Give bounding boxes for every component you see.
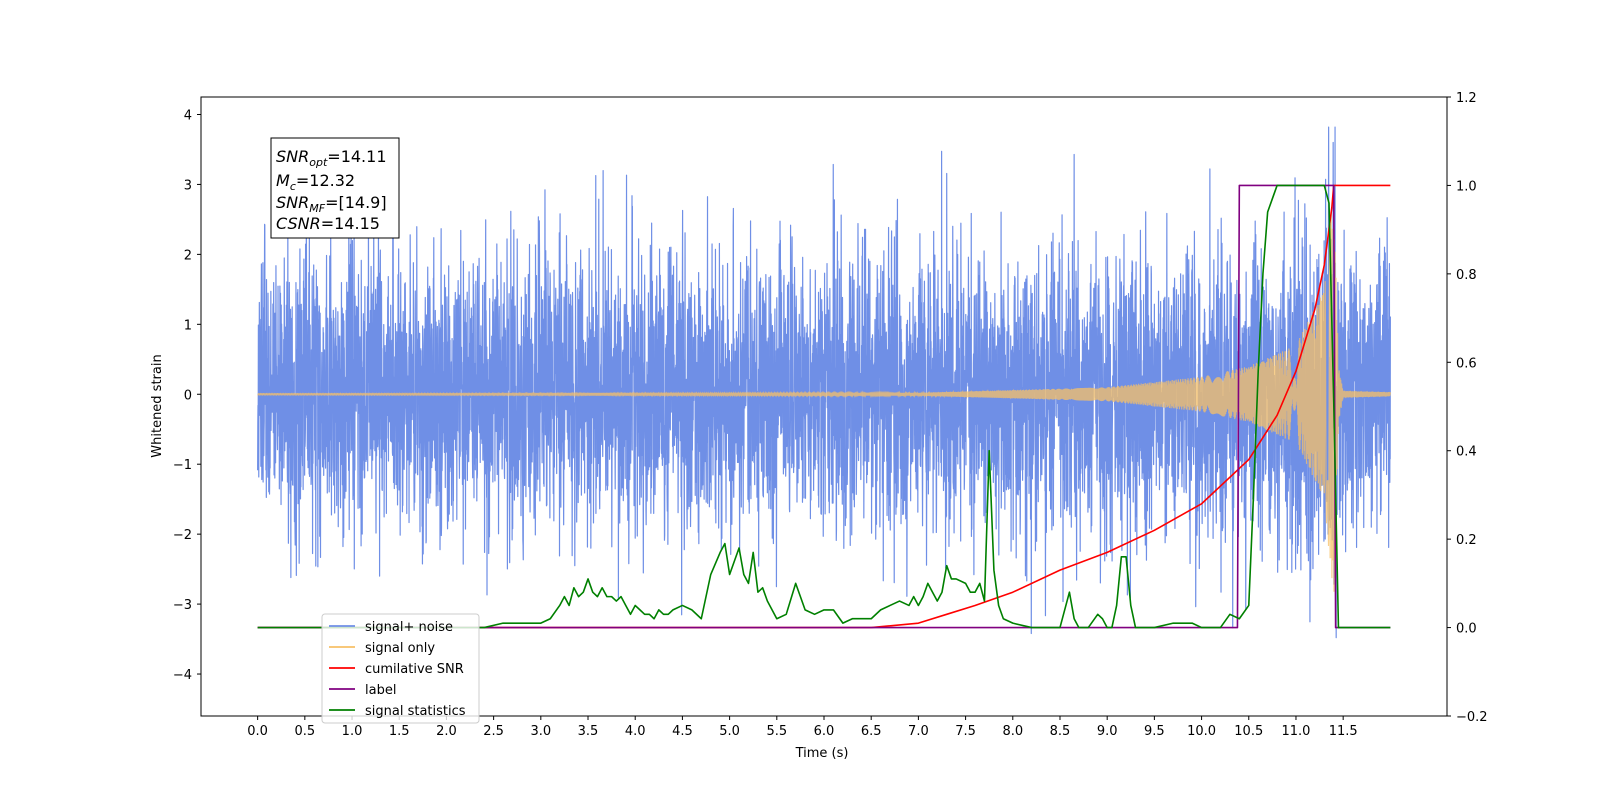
- noise-line: [257, 126, 1391, 639]
- legend-frame: [321, 613, 480, 724]
- x-tick-label: 3.5: [578, 724, 599, 739]
- legend-items: signal+ noise signal only cumilative SNR la…: [329, 620, 466, 719]
- x-tick-label: 6.0: [814, 724, 835, 739]
- x-tick-label: 6.5: [861, 724, 882, 739]
- x-tick-label: 10.5: [1234, 724, 1263, 739]
- y-axis-right: −0.2 0.0 0.2 0.4 0.6 0.8 1.0 1.2: [1447, 91, 1488, 725]
- series-line: [257, 184, 1391, 629]
- y-tick-label: 2: [184, 248, 192, 263]
- legend-label: cumilative SNR: [365, 662, 464, 677]
- chirp-line: [257, 212, 1391, 592]
- series-signal-noise: [257, 126, 1391, 639]
- y-tick-label: −4: [173, 668, 192, 683]
- y2-tick-label: −0.2: [1456, 710, 1488, 725]
- x-tick-label: 1.5: [389, 724, 410, 739]
- x-axis: 0.0 0.5 1.0 1.5 2.0 2.5 3.0 3.5 4.0 4.5 5.0 5.5 6.0 6…: [247, 716, 1358, 739]
- y2-tick-label: 0.6: [1456, 356, 1477, 371]
- y2-tick-label: 1.2: [1456, 91, 1477, 106]
- legend-label: signal statistics: [365, 704, 466, 719]
- info-snr-mf: SNRMF=[14.9]: [276, 193, 387, 215]
- y-tick-label: −2: [173, 528, 192, 543]
- x-tick-label: 11.0: [1281, 724, 1310, 739]
- series-cumilative-snr: [257, 184, 1391, 629]
- x-tick-label: 9.0: [1097, 724, 1118, 739]
- info-snr-opt: SNRopt=14.11: [276, 147, 387, 169]
- x-tick-label: 2.0: [436, 724, 457, 739]
- legend-label: signal+ noise: [365, 620, 453, 635]
- x-tick-label: 3.0: [530, 724, 551, 739]
- y-tick-label: −1: [173, 458, 192, 473]
- x-tick-label: 7.0: [908, 724, 929, 739]
- x-tick-label: 4.0: [625, 724, 646, 739]
- legend-label: label: [365, 683, 396, 698]
- x-tick-label: 1.0: [342, 724, 363, 739]
- series-layer: [257, 126, 1391, 639]
- legend: signal+ noise signal only cumilative SNR la…: [321, 613, 480, 724]
- y-tick-label: 3: [184, 178, 192, 193]
- x-tick-label: 0.0: [247, 724, 268, 739]
- x-tick-label: 9.5: [1144, 724, 1165, 739]
- y2-tick-label: 1.0: [1456, 179, 1477, 194]
- x-tick-label: 10.0: [1187, 724, 1216, 739]
- info-csnr: CSNR=14.15: [276, 214, 380, 233]
- series-signal-statistics: [257, 184, 1391, 629]
- y2-tick-label: 0.0: [1456, 622, 1477, 637]
- y-tick-label: 4: [184, 108, 192, 123]
- x-axis-label: Time (s): [795, 746, 849, 761]
- info-mc: Mc=12.32: [276, 171, 355, 193]
- x-tick-label: 2.5: [483, 724, 504, 739]
- x-tick-label: 4.5: [672, 724, 693, 739]
- x-tick-label: 7.5: [955, 724, 976, 739]
- x-tick-label: 8.0: [1002, 724, 1023, 739]
- info-box-frame: [270, 137, 400, 239]
- x-tick-label: 11.5: [1329, 724, 1358, 739]
- y-tick-label: 0: [184, 388, 192, 403]
- x-tick-label: 8.5: [1050, 724, 1071, 739]
- y2-tick-label: 0.4: [1456, 445, 1477, 460]
- y-axis-label: Whitened strain: [150, 354, 165, 457]
- y2-tick-label: 0.8: [1456, 268, 1477, 283]
- x-tick-label: 5.0: [719, 724, 740, 739]
- y-tick-label: 1: [184, 318, 192, 333]
- series-signal-only: [257, 212, 1391, 592]
- legend-label: signal only: [365, 641, 435, 656]
- series-line: [257, 184, 1391, 629]
- y2-tick-label: 0.2: [1456, 533, 1477, 548]
- info-box: SNRopt=14.11 Mc=12.32 SNRMF=[14.9] CSNR=…: [270, 137, 400, 239]
- y-axis-left: −4 −3 −2 −1 0 1 2 3 4: [173, 108, 201, 683]
- y-tick-label: −3: [173, 598, 192, 613]
- x-tick-label: 5.5: [766, 724, 787, 739]
- x-tick-label: 0.5: [294, 724, 315, 739]
